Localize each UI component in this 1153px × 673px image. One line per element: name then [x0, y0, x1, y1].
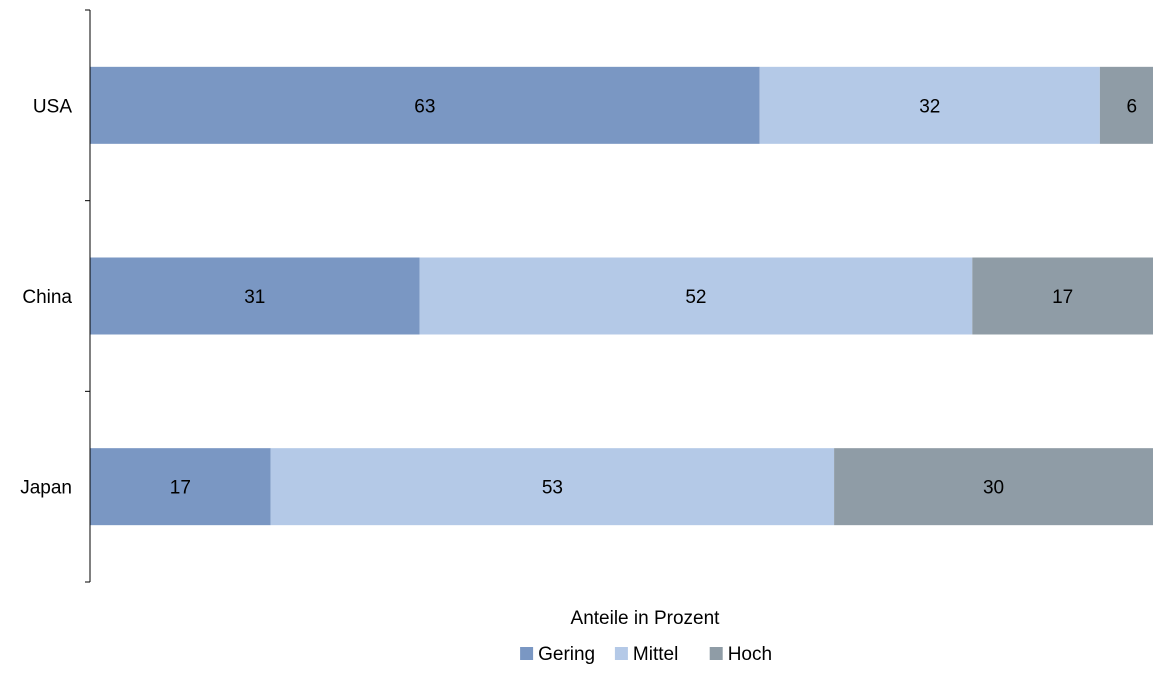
bar-china-hoch — [972, 257, 1153, 335]
legend-swatch-gering — [520, 647, 534, 660]
bar-china-gering — [90, 257, 420, 335]
bar-usa-hoch — [1099, 66, 1153, 144]
x-axis-title: Anteile in Prozent — [571, 608, 721, 629]
y-axis-ticks — [85, 9, 90, 583]
legend-swatch-mittel — [614, 647, 628, 660]
data-label-usa-hoch: 6 — [1126, 96, 1137, 117]
bar-japan-mittel — [270, 448, 835, 526]
data-label-japan-mittel: 53 — [542, 478, 563, 499]
bar-usa-mittel — [759, 66, 1100, 144]
data-label-china-hoch: 17 — [1052, 287, 1073, 308]
bar-usa-gering — [90, 66, 760, 144]
data-label-japan-hoch: 30 — [983, 478, 1004, 499]
data-label-japan-gering: 17 — [170, 478, 191, 499]
legend-label-hoch: Hoch — [728, 644, 772, 665]
legend-label-mittel: Mittel — [633, 644, 678, 665]
bar-japan-gering — [90, 448, 271, 526]
bar-china-mittel — [419, 257, 973, 335]
bars-group: 63 32 6 31 52 17 17 53 30 — [90, 66, 1153, 526]
category-labels: USA China Japan — [20, 96, 72, 498]
category-label-japan: Japan — [20, 478, 72, 499]
bar-japan-hoch — [834, 448, 1153, 526]
data-label-usa-mittel: 32 — [919, 96, 940, 117]
category-label-usa: USA — [33, 96, 72, 117]
legend: Gering Mittel Hoch — [520, 644, 772, 665]
data-label-china-mittel: 52 — [685, 287, 706, 308]
legend-label-gering: Gering — [538, 644, 595, 665]
category-label-china: China — [22, 287, 72, 308]
data-label-usa-gering: 63 — [414, 96, 435, 117]
legend-swatch-hoch — [709, 647, 723, 660]
data-label-china-gering: 31 — [244, 287, 265, 308]
